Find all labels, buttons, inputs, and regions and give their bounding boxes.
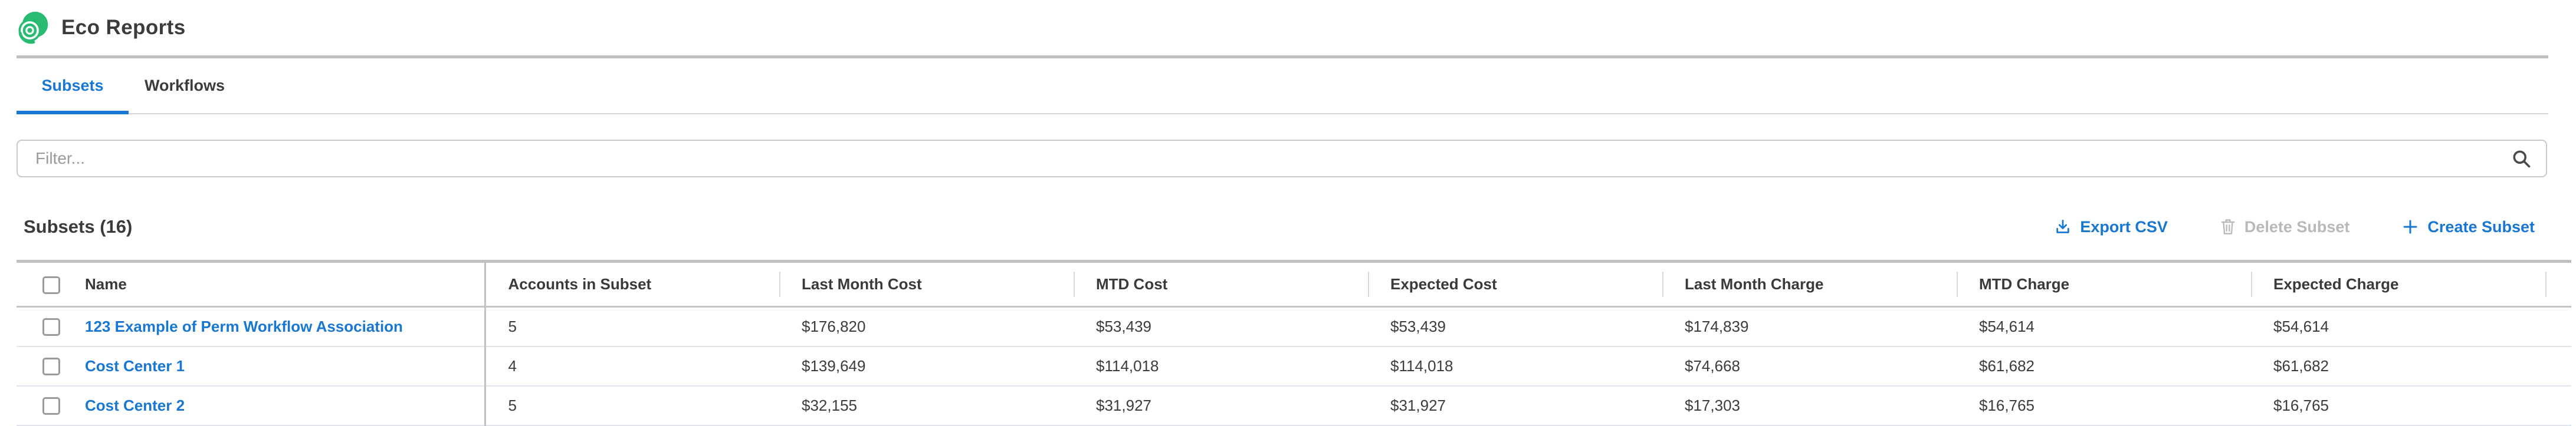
filter-bar [17, 140, 2547, 177]
filler-cell [2545, 386, 2571, 425]
row-checkbox[interactable] [42, 397, 60, 415]
column-header-last-month-charge[interactable]: Last Month Charge [1662, 262, 1957, 307]
last-month-cost-cell: $176,820 [802, 317, 866, 335]
filler-cell [2545, 307, 2571, 346]
search-button[interactable] [2511, 148, 2532, 169]
last-month-cost-cell: $139,649 [802, 356, 866, 375]
mtd-cost-cell: $31,927 [1096, 396, 1151, 414]
expected-cost-cell: $114,018 [1390, 356, 1453, 375]
plus-icon [2401, 218, 2419, 236]
app-header: Eco Reports [0, 0, 2576, 55]
table-row: Cost Center 2 5 $32,155 $31,927 $31,927 … [17, 385, 2571, 425]
page-title: Eco Reports [61, 16, 186, 39]
subsets-table: Name Accounts in Subset Last Month Cost … [17, 260, 2571, 426]
delete-subset-label: Delete Subset [2244, 217, 2350, 236]
delete-subset-button[interactable]: Delete Subset [2220, 217, 2350, 236]
table-row: 123 Example of Perm Workflow Association… [17, 306, 2571, 346]
accounts-cell: 4 [508, 356, 517, 375]
column-header-last-month-cost[interactable]: Last Month Cost [779, 262, 1074, 307]
export-csv-label: Export CSV [2080, 217, 2168, 236]
tab-subsets-label: Subsets [41, 77, 104, 94]
header-divider [17, 55, 2548, 58]
section-title: Subsets (16) [24, 216, 133, 237]
row-checkbox[interactable] [42, 358, 60, 376]
select-all-checkbox[interactable] [42, 276, 60, 294]
export-csv-button[interactable]: Export CSV [2054, 218, 2168, 236]
last-month-charge-cell: $74,668 [1685, 356, 1740, 375]
table-header-row: Name Accounts in Subset Last Month Cost … [17, 261, 2571, 307]
tab-workflows[interactable]: Workflows [129, 58, 241, 113]
download-icon [2054, 218, 2072, 236]
mtd-cost-cell: $114,018 [1096, 356, 1159, 375]
trash-icon [2220, 218, 2236, 236]
create-subset-label: Create Subset [2427, 217, 2535, 236]
expected-cost-cell: $31,927 [1390, 396, 1446, 414]
accounts-cell: 5 [508, 317, 517, 335]
column-header-name[interactable]: Name [78, 261, 486, 307]
row-checkbox[interactable] [42, 318, 60, 336]
filter-input[interactable] [17, 140, 2547, 177]
tab-workflows-label: Workflows [144, 77, 225, 94]
mtd-charge-cell: $54,614 [1979, 317, 2034, 335]
expected-charge-cell: $61,682 [2273, 356, 2329, 375]
search-icon [2511, 148, 2532, 169]
subset-name-link[interactable]: Cost Center 2 [85, 396, 185, 414]
mtd-cost-cell: $53,439 [1096, 317, 1151, 335]
last-month-charge-cell: $174,839 [1685, 317, 1749, 335]
subset-name-link[interactable]: 123 Example of Perm Workflow Association [85, 317, 403, 335]
column-header-filler [2545, 262, 2571, 307]
mtd-charge-cell: $61,682 [1979, 356, 2034, 375]
mtd-charge-cell: $16,765 [1979, 396, 2034, 414]
section-header: Subsets (16) Export CSV [24, 214, 2535, 240]
expected-charge-cell: $54,614 [2273, 317, 2329, 335]
filler-cell [2545, 346, 2571, 386]
table-actions: Export CSV Delete Subset Cr [2054, 218, 2535, 236]
tab-bar: Subsets Workflows [17, 58, 2548, 114]
column-header-expected-charge[interactable]: Expected Charge [2251, 262, 2545, 307]
column-header-accounts[interactable]: Accounts in Subset [508, 275, 652, 293]
eco-logo-icon [15, 11, 50, 45]
subset-name-link[interactable]: Cost Center 1 [85, 356, 185, 375]
column-header-expected-cost[interactable]: Expected Cost [1368, 262, 1662, 307]
table-row: Cost Center 1 4 $139,649 $114,018 $114,0… [17, 346, 2571, 386]
create-subset-button[interactable]: Create Subset [2401, 218, 2535, 236]
last-month-charge-cell: $17,303 [1685, 396, 1740, 414]
accounts-cell: 5 [508, 396, 517, 414]
column-header-mtd-cost[interactable]: MTD Cost [1074, 262, 1368, 307]
column-header-mtd-charge[interactable]: MTD Charge [1957, 262, 2251, 307]
tab-subsets[interactable]: Subsets [17, 58, 129, 114]
expected-charge-cell: $16,765 [2273, 396, 2329, 414]
last-month-cost-cell: $32,155 [802, 396, 857, 414]
expected-cost-cell: $53,439 [1390, 317, 1446, 335]
